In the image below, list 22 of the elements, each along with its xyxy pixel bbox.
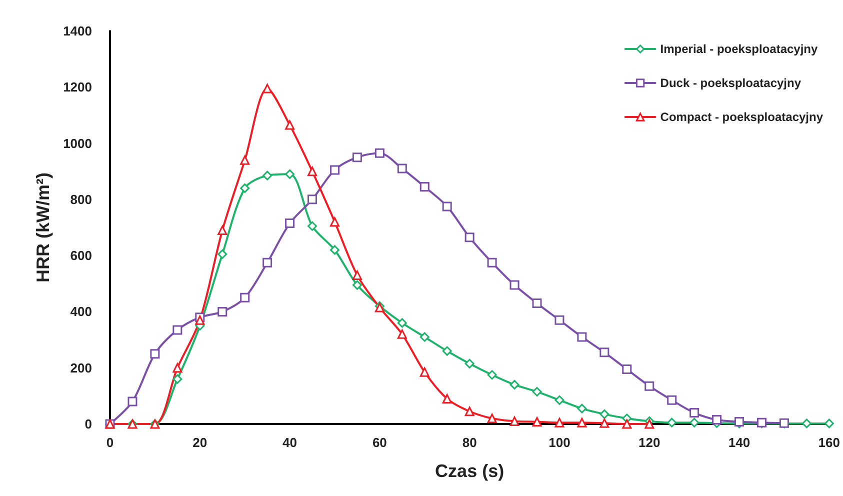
y-tick-label: 1400 xyxy=(63,24,92,38)
y-tick-label: 0 xyxy=(84,416,92,432)
legend-label: Compact - poeksploatacyjny xyxy=(660,110,824,124)
y-tick-label: 600 xyxy=(70,248,92,264)
x-tick-label: 140 xyxy=(728,435,750,450)
x-tick-label: 100 xyxy=(548,435,570,450)
x-tick-label: 20 xyxy=(192,435,208,450)
x-tick-label: 80 xyxy=(462,435,477,450)
y-axis-title: HRR (kW/m²) xyxy=(33,172,53,282)
y-tick-label: 200 xyxy=(70,360,92,376)
legend-label: Imperial - poeksploatacyjny xyxy=(660,42,818,56)
x-tick-label: 40 xyxy=(282,435,298,450)
x-tick-label: 120 xyxy=(638,435,660,450)
y-tick-label: 400 xyxy=(70,304,92,320)
y-tick-label: 1200 xyxy=(63,80,92,95)
x-axis-title: Czas (s) xyxy=(435,461,504,481)
x-tick-label: 60 xyxy=(372,435,387,450)
x-tick-label: 0 xyxy=(106,435,114,450)
y-tick-label: 800 xyxy=(70,192,92,207)
legend-label: Duck - poeksploatacyjny xyxy=(660,76,802,90)
y-tick-label: 1000 xyxy=(63,136,92,151)
x-tick-label: 160 xyxy=(818,435,840,450)
